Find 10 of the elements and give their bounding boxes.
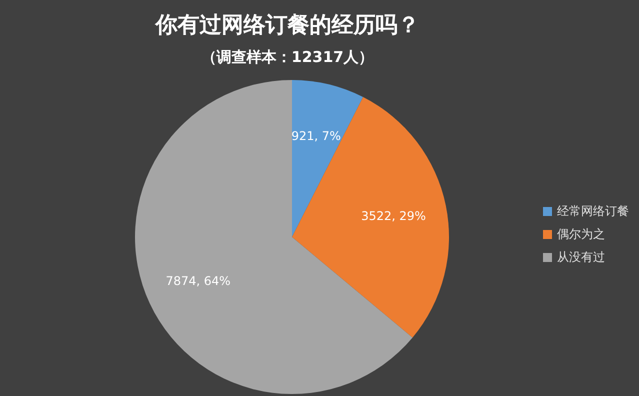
- data-label: 3522, 29%: [361, 209, 426, 224]
- legend-label: 经常网络订餐: [557, 202, 629, 220]
- chart-title: 你有过网络订餐的经历吗？: [154, 12, 420, 40]
- data-label: 7874, 64%: [166, 274, 231, 288]
- data-label: 921, 7%: [291, 129, 341, 144]
- legend-label: 从没有过: [557, 248, 605, 266]
- pie-slice: [292, 97, 449, 338]
- legend-label: 偶尔为之: [557, 226, 605, 242]
- pie-slice: [292, 80, 364, 237]
- chart-subtitle: （调查样本：12317人）: [200, 48, 375, 67]
